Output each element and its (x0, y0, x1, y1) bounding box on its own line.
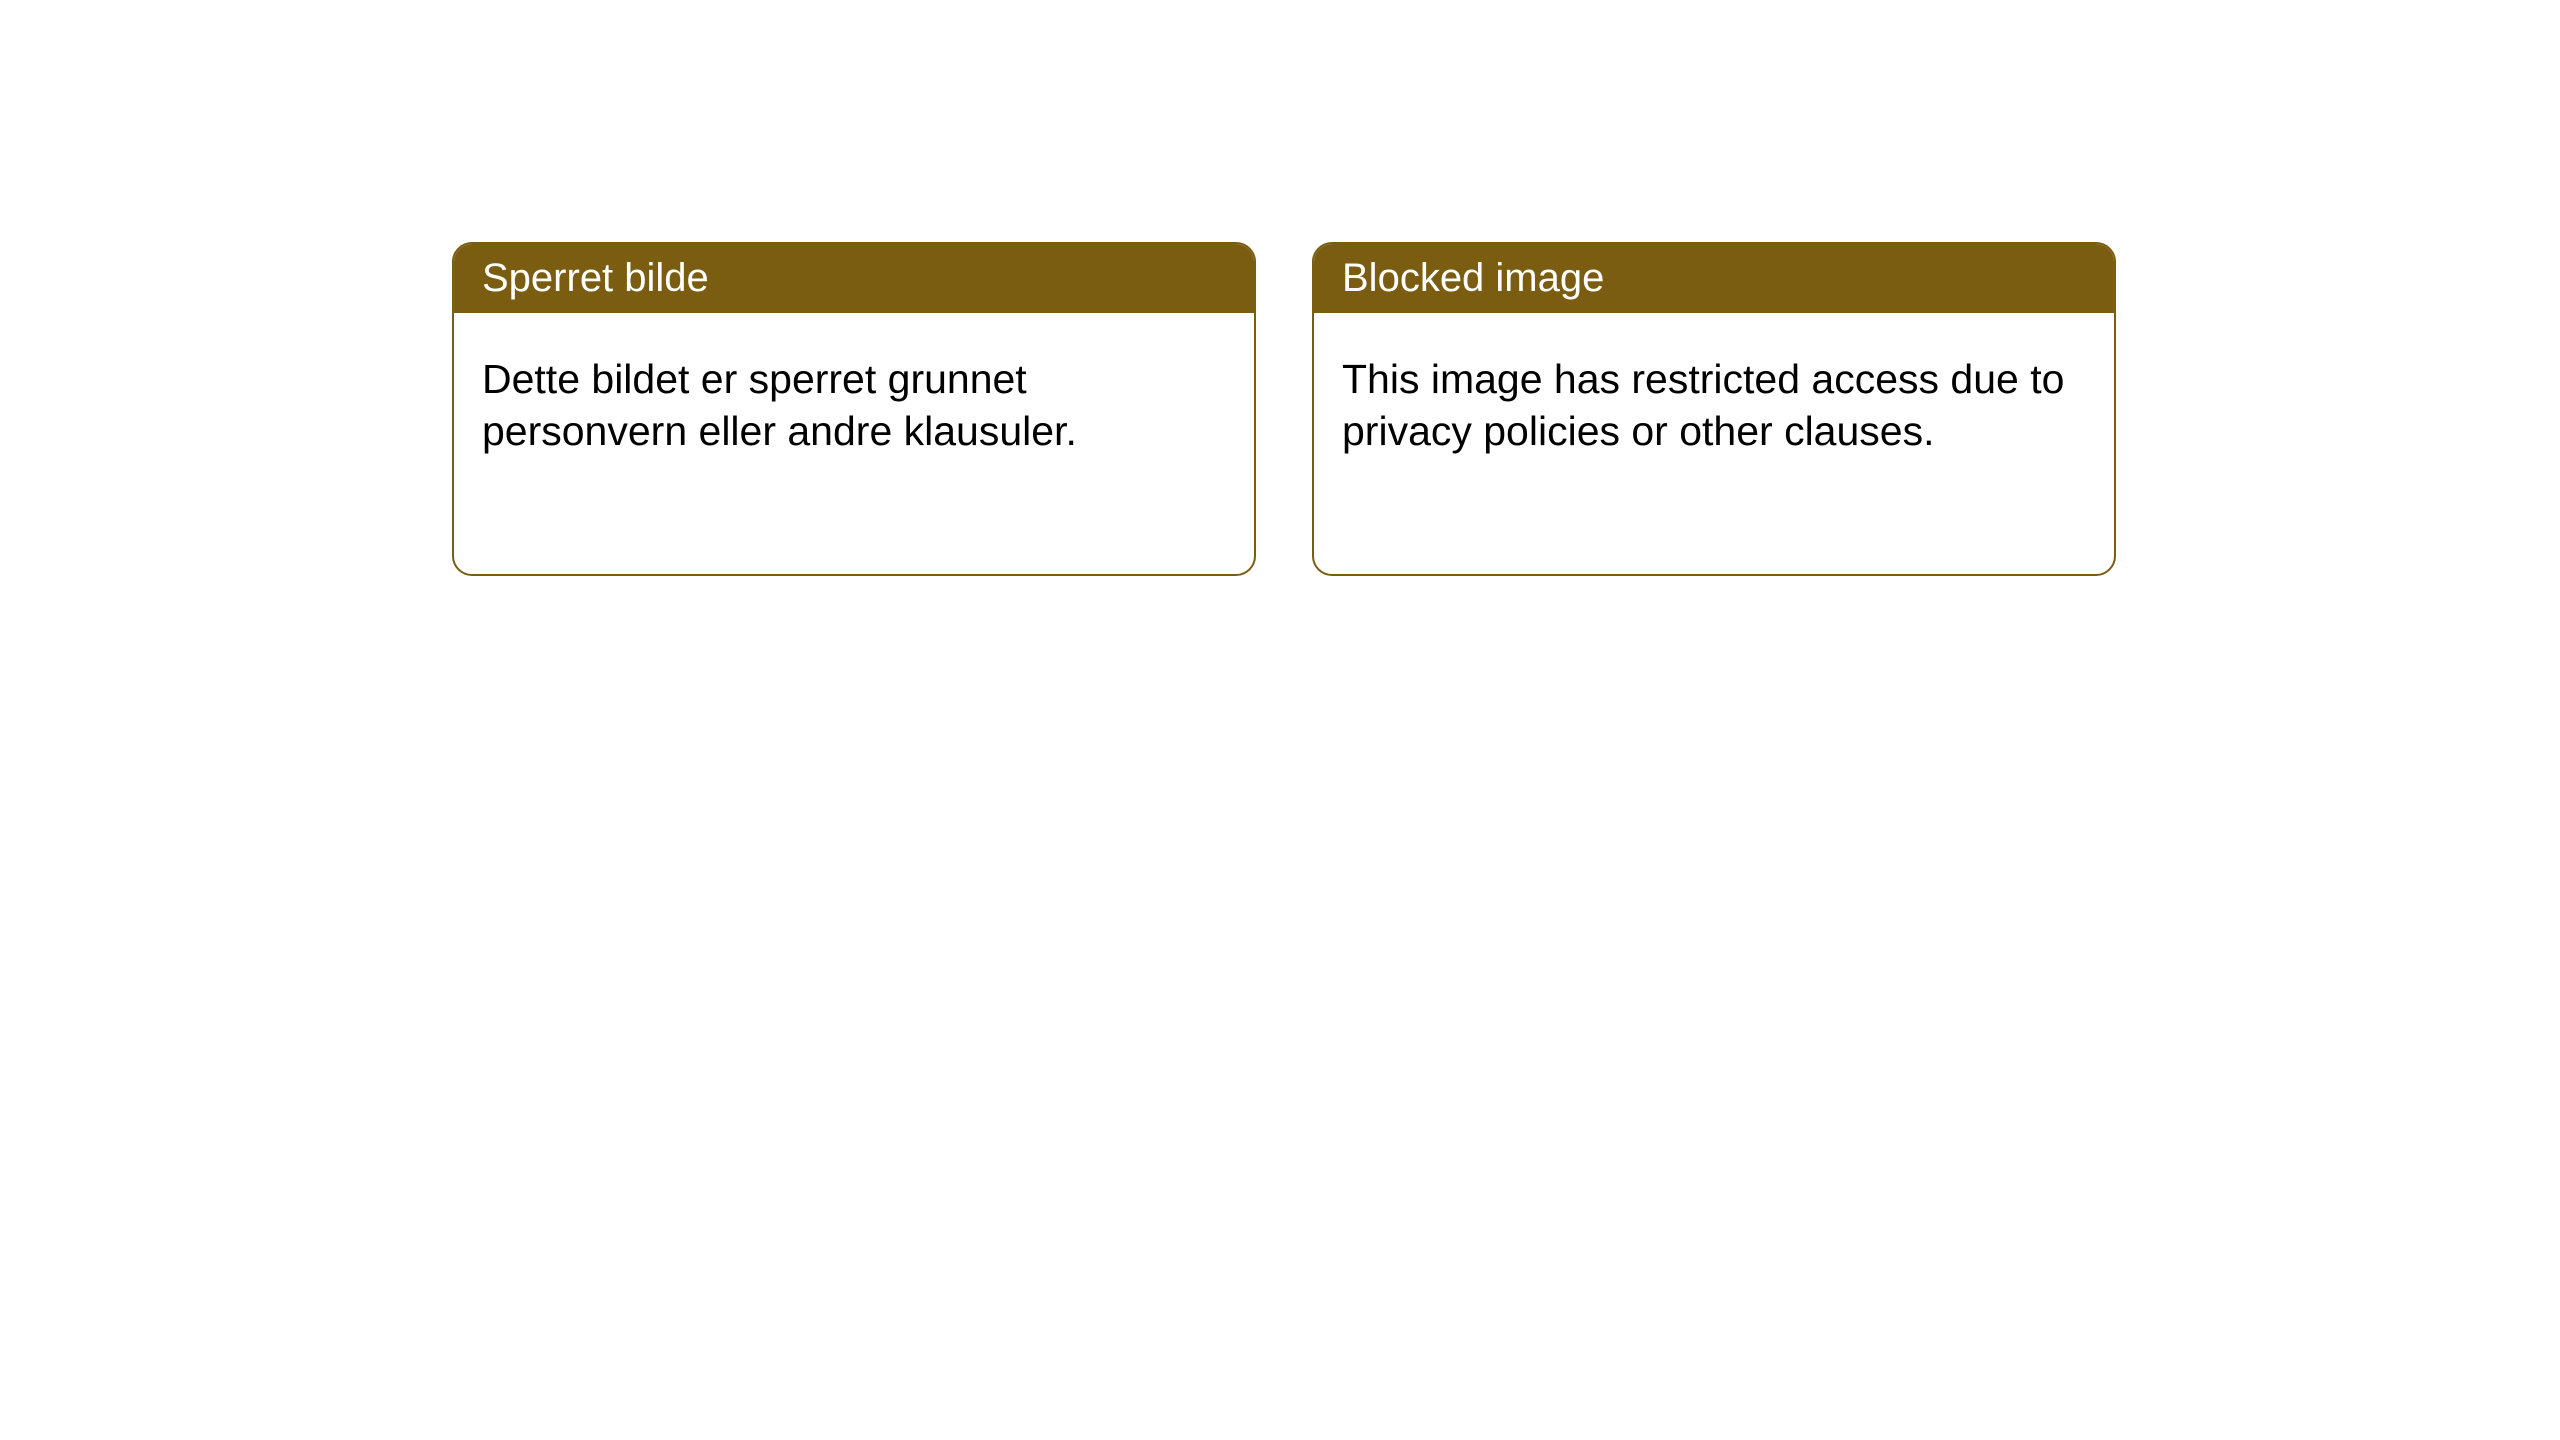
notice-header: Blocked image (1314, 244, 2114, 313)
notice-body: Dette bildet er sperret grunnet personve… (454, 313, 1254, 486)
notice-header: Sperret bilde (454, 244, 1254, 313)
notice-title: Sperret bilde (482, 256, 709, 300)
notice-title: Blocked image (1342, 256, 1604, 300)
notice-body-text: Dette bildet er sperret grunnet personve… (482, 356, 1077, 454)
notice-body: This image has restricted access due to … (1314, 313, 2114, 486)
notice-body-text: This image has restricted access due to … (1342, 356, 2064, 454)
notice-container: Sperret bilde Dette bildet er sperret gr… (0, 0, 2560, 576)
notice-card-english: Blocked image This image has restricted … (1312, 242, 2116, 576)
notice-card-norwegian: Sperret bilde Dette bildet er sperret gr… (452, 242, 1256, 576)
